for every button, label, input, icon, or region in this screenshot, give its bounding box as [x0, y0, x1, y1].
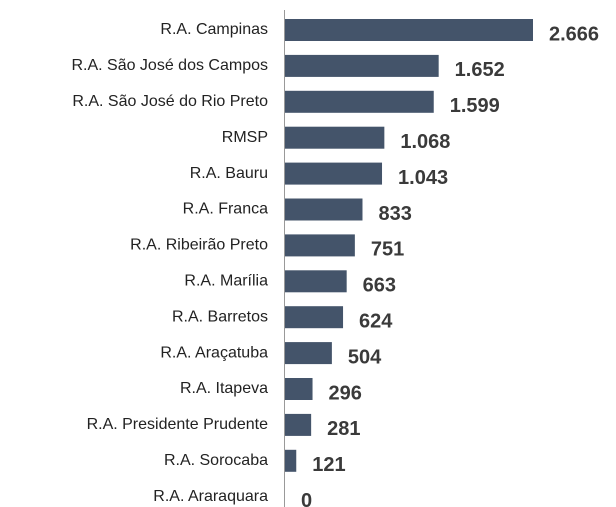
data-label: 1.599: [450, 95, 500, 117]
bar: [285, 90, 434, 113]
data-label: 121: [312, 454, 345, 476]
data-label: 751: [371, 239, 404, 261]
y-tick-label: R.A. Bauru: [190, 165, 268, 182]
data-label: 296: [329, 382, 362, 404]
data-label: 1.043: [398, 167, 448, 189]
y-tick-label: R.A. Ribeirão Preto: [130, 237, 268, 254]
data-label: 624: [359, 310, 393, 332]
y-tick-label: R.A. Itapeva: [180, 380, 268, 397]
data-label: 281: [327, 418, 360, 440]
bar: [285, 54, 439, 77]
bar: [285, 234, 355, 257]
y-tick-label: R.A. São José do Rio Preto: [72, 93, 268, 110]
y-tick-label: R.A. Franca: [183, 201, 268, 218]
bar: [285, 342, 332, 365]
y-tick-label: R.A. Sorocaba: [164, 452, 268, 469]
bar: [285, 378, 313, 400]
bar: [285, 270, 347, 293]
data-label: 833: [378, 203, 411, 225]
bar: [285, 413, 312, 436]
y-tick-label: R.A. Campinas: [160, 21, 268, 38]
bar: [285, 449, 297, 472]
y-tick-label: R.A. Marília: [184, 273, 268, 290]
y-tick-label: R.A. Barretos: [172, 308, 268, 325]
bar: [285, 306, 344, 329]
bar: [285, 162, 383, 185]
y-tick-label: R.A. Araçatuba: [160, 344, 268, 361]
y-tick-label: R.A. Araraquara: [153, 488, 268, 505]
y-tick-label: R.A. Presidente Prudente: [87, 416, 269, 433]
data-label: 504: [348, 346, 382, 368]
bar: [285, 198, 363, 221]
y-tick-label: RMSP: [222, 129, 268, 146]
data-label: 2.666: [549, 23, 599, 45]
data-label: 1.068: [400, 131, 450, 153]
y-tick-label: R.A. São José dos Campos: [71, 57, 268, 74]
bar: [285, 19, 533, 41]
data-label: 0: [301, 490, 312, 507]
bar: [285, 126, 385, 149]
data-label: 1.652: [455, 59, 505, 81]
data-label: 663: [363, 275, 396, 297]
